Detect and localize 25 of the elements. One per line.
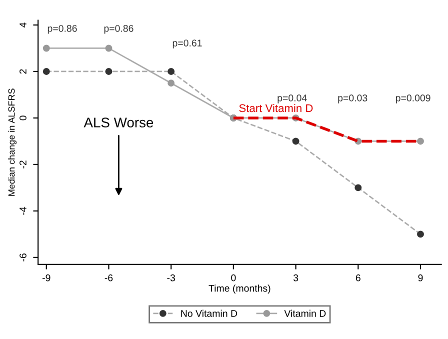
y-tick-label: 0 bbox=[20, 116, 26, 120]
x-axis-title: Time (months) bbox=[208, 284, 270, 294]
annotation: ALS Worse bbox=[84, 118, 154, 128]
annotation: p=0.86 bbox=[48, 24, 77, 34]
y-tick-label: -6 bbox=[20, 254, 26, 262]
x-tick-label: 0 bbox=[231, 274, 236, 282]
annotation: p=0.04 bbox=[278, 94, 307, 104]
annotation: Start Vitamin D bbox=[239, 104, 313, 112]
y-tick-label: 4 bbox=[20, 22, 26, 28]
x-tick-label: 6 bbox=[356, 274, 360, 282]
annotation: p=0.86 bbox=[104, 24, 134, 34]
annotation: p=0.61 bbox=[172, 40, 202, 48]
legend-label: Vitamin D bbox=[284, 310, 326, 317]
x-tick-label: -9 bbox=[42, 274, 50, 282]
x-tick-label: 3 bbox=[293, 274, 298, 282]
y-tick-label: -4 bbox=[20, 206, 26, 215]
annotation: p=0.03 bbox=[338, 94, 368, 104]
annotation: p=0.009 bbox=[396, 94, 430, 104]
y-tick-label: -2 bbox=[20, 160, 26, 168]
x-tick-label: 9 bbox=[418, 274, 423, 282]
x-tick-label: -3 bbox=[167, 274, 175, 282]
legend-label: No Vitamin D bbox=[181, 310, 238, 317]
y-axis-title: Median change in ALSFRS bbox=[8, 88, 17, 196]
x-tick-label: -6 bbox=[104, 274, 113, 282]
y-tick-label: 2 bbox=[20, 69, 26, 74]
